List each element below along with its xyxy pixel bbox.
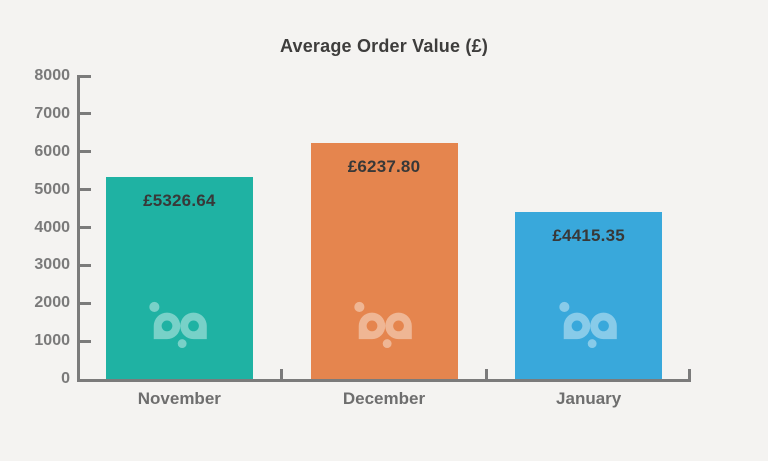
x-category-label: January <box>556 389 622 408</box>
y-tick <box>80 74 91 78</box>
x-axis-line <box>77 379 691 382</box>
y-tick-label: 7000 <box>34 104 70 122</box>
y-tick-label: 6000 <box>34 142 70 160</box>
y-tick-label: 4000 <box>34 218 70 236</box>
y-tick-label: 2000 <box>34 294 70 312</box>
x-tick <box>688 369 691 379</box>
bar-value-label: £4415.35 <box>552 225 625 245</box>
y-tick-label: 1000 <box>34 332 70 350</box>
x-tick <box>484 369 488 379</box>
y-tick <box>80 339 91 343</box>
x-tick <box>280 369 284 379</box>
brand-watermark-bp-icon <box>351 300 417 348</box>
bar: £4415.35 <box>515 211 663 379</box>
y-tick-label: 5000 <box>34 180 70 198</box>
y-tick <box>80 263 91 267</box>
y-tick-label: 8000 <box>34 67 70 84</box>
brand-watermark-bp-icon <box>556 300 622 348</box>
bar: £5326.64 <box>105 177 253 379</box>
y-tick <box>80 150 91 154</box>
chart-title: Average Order Value (£) <box>279 36 489 56</box>
y-tick <box>80 188 91 192</box>
y-tick-label: 3000 <box>34 256 70 274</box>
y-tick <box>80 112 91 116</box>
brand-watermark-bp-icon <box>146 300 212 348</box>
y-tick <box>80 226 91 229</box>
y-tick-label: 0 <box>61 370 70 387</box>
y-axis-line <box>77 74 80 382</box>
bar-value-label: £6237.80 <box>347 156 421 176</box>
y-tick <box>80 301 91 305</box>
bar: £6237.80 <box>310 142 458 379</box>
x-category-label: December <box>342 389 426 408</box>
bar-value-label: £5326.64 <box>143 191 216 211</box>
x-category-label: November <box>137 389 221 408</box>
